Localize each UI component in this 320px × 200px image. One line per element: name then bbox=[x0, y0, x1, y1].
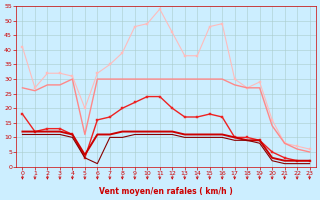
X-axis label: Vent moyen/en rafales ( km/h ): Vent moyen/en rafales ( km/h ) bbox=[99, 187, 233, 196]
